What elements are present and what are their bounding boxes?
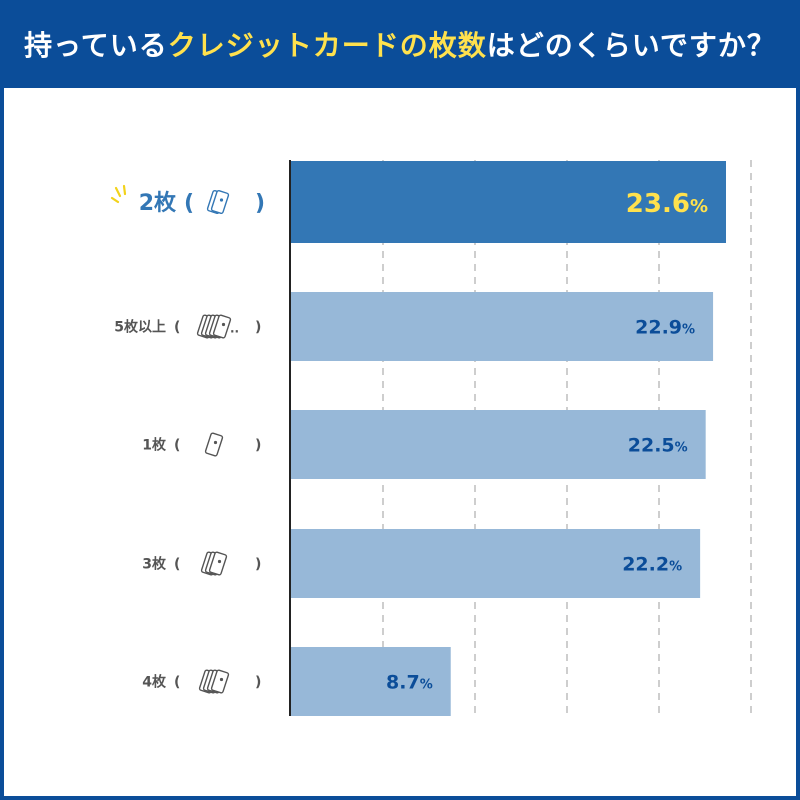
close-paren: ) [255, 675, 261, 691]
bar [290, 292, 714, 361]
category-label: 1枚 [142, 437, 167, 454]
close-paren: ) [255, 191, 265, 216]
open-paren: ( [174, 320, 180, 336]
one-card-icon [204, 432, 224, 457]
category-label: 4枚 [142, 674, 167, 691]
bar [290, 647, 451, 716]
close-paren: ) [255, 320, 261, 336]
svg-text:..: .. [230, 322, 239, 336]
four-cards-icon [198, 669, 230, 694]
two-cards-icon [206, 189, 230, 215]
bar [290, 410, 706, 479]
category-label: 2枚 [139, 190, 176, 216]
value-label: 22.9% [635, 317, 695, 339]
open-paren: ( [174, 675, 180, 691]
value-label: 22.5% [628, 435, 688, 457]
title-post: はどのくらいですか？ [486, 29, 776, 62]
bar [290, 529, 701, 598]
three-cards-icon [200, 551, 228, 576]
chart-title: 持っている クレジットカードの枚数 はどのくらいですか？ [0, 0, 800, 88]
open-paren: ( [184, 191, 194, 216]
category-label: 5枚以上 [114, 319, 166, 336]
title-highlight: クレジットカードの枚数 [167, 29, 487, 62]
value-label: 8.7% [386, 672, 433, 694]
close-paren: ) [255, 438, 261, 454]
sparkle-icon [110, 184, 127, 204]
close-paren: ) [255, 557, 261, 573]
title-pre: 持っている [24, 29, 168, 62]
value-label: 22.2% [622, 554, 682, 576]
many-cards-icon: .. [196, 314, 239, 339]
open-paren: ( [174, 438, 180, 454]
value-label: 23.6% [626, 189, 708, 219]
bar [290, 161, 726, 243]
open-paren: ( [174, 557, 180, 573]
category-label: 3枚 [142, 556, 167, 573]
